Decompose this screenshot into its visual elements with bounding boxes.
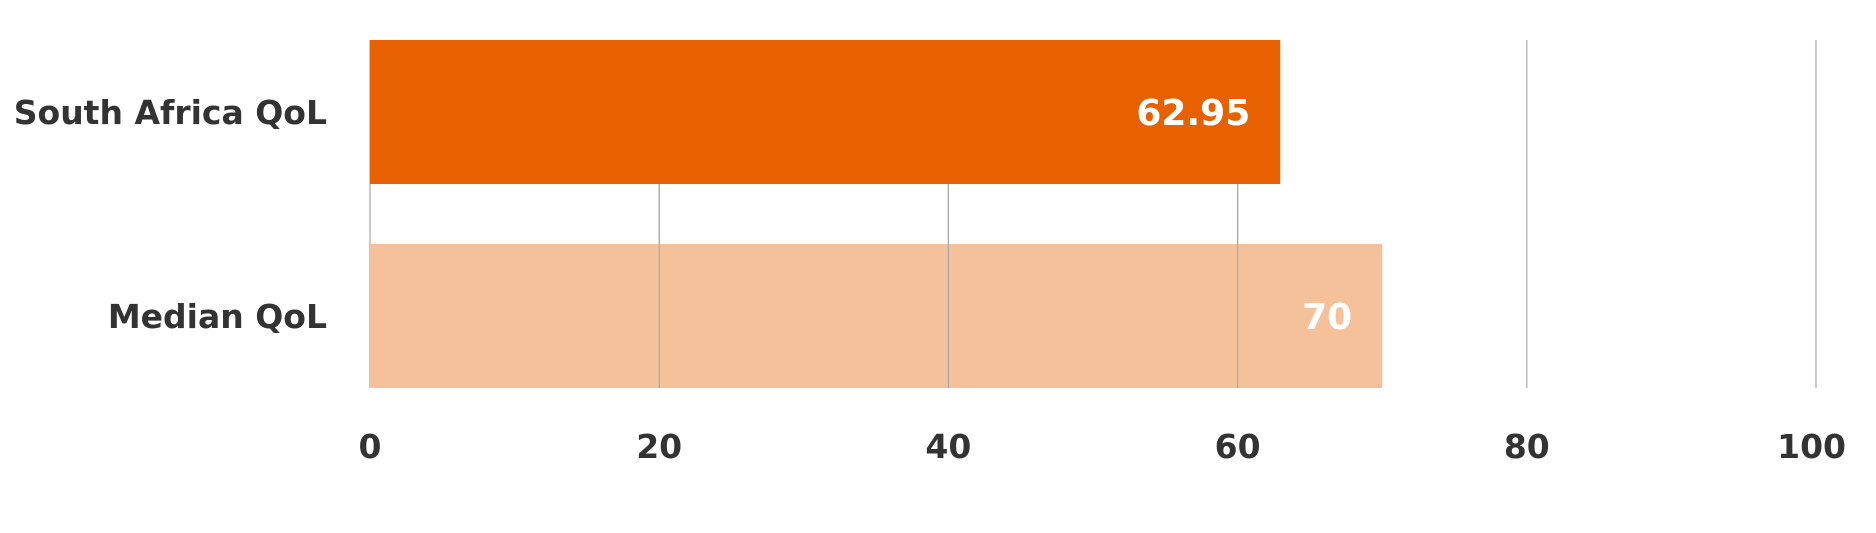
labels: 62.95 70 South Africa QoL Median QoL 0 20 40 60… <box>14 93 1846 466</box>
value-label-south-africa-qol: 62.95 <box>1136 93 1250 134</box>
bar-median-qol <box>370 244 1383 388</box>
bar-south-africa-qol <box>370 40 1281 184</box>
x-tick-label-60: 60 <box>1215 427 1261 466</box>
category-label-south-africa-qol: South Africa QoL <box>14 93 327 132</box>
bars <box>370 40 1383 388</box>
x-tick-label-20: 20 <box>636 427 682 466</box>
x-tick-label-40: 40 <box>925 427 971 466</box>
x-tick-label-0: 0 <box>359 427 382 466</box>
value-label-median-qol: 70 <box>1302 297 1352 338</box>
x-tick-label-100: 100 <box>1777 427 1846 466</box>
category-label-median-qol: Median QoL <box>108 297 327 336</box>
x-tick-label-80: 80 <box>1504 427 1550 466</box>
